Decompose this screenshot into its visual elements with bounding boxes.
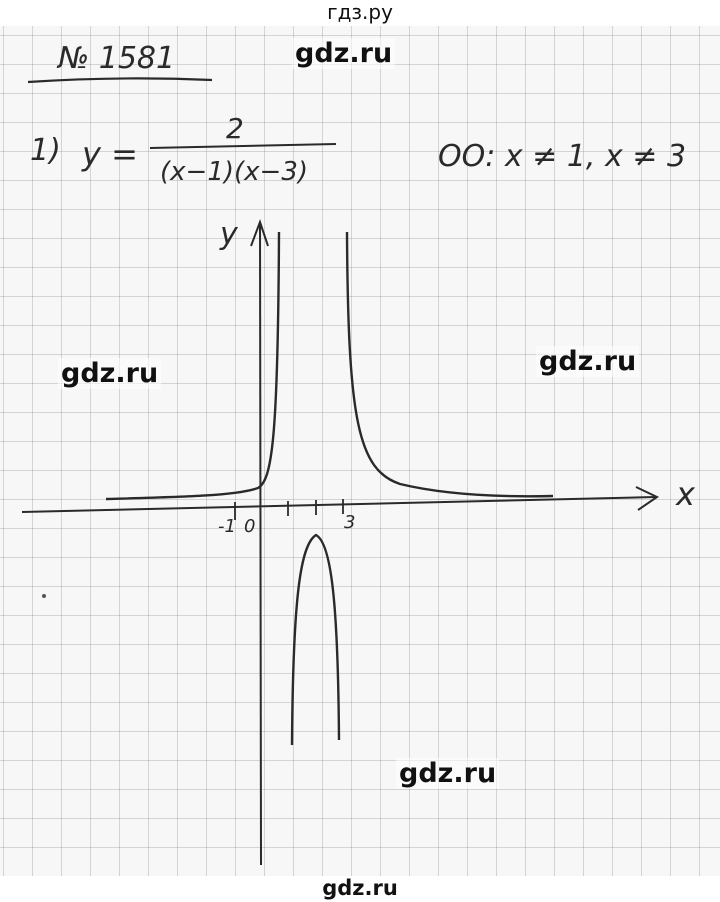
watermark-top: gdz.ru — [292, 38, 396, 69]
function-graph — [105, 231, 554, 746]
middle-branch — [290, 533, 341, 746]
watermark-right: gdz.ru — [536, 346, 640, 377]
ink-dot — [42, 594, 46, 598]
y-axis-label: y — [219, 217, 239, 252]
problem-number: № 1581 — [56, 41, 175, 76]
coordinate-axes — [21, 219, 659, 866]
y-axis — [259, 223, 262, 866]
item-label: 1) — [30, 133, 61, 168]
left-branch — [105, 231, 281, 501]
x-axis-label: x — [675, 475, 696, 513]
tick-label-three: 3 — [344, 512, 355, 533]
watermark-left: gdz.ru — [58, 358, 162, 389]
function-lhs: y = — [81, 135, 138, 173]
x-axis-arrow — [635, 486, 659, 511]
site-header: гдз.ру — [0, 0, 720, 26]
x-axis — [21, 496, 657, 513]
tick-label-minus-one: -1 — [218, 516, 236, 537]
right-branch — [345, 231, 554, 498]
site-footer-link[interactable]: gdz.ru — [0, 876, 720, 902]
watermark-bottom: gdz.ru — [396, 758, 500, 789]
fraction-denominator: (x−1)(x−3) — [160, 157, 308, 187]
number-underline — [27, 77, 213, 84]
fraction-numerator: 2 — [226, 112, 244, 145]
y-axis-arrow — [250, 219, 269, 247]
domain-note: ОО: x ≠ 1, x ≠ 3 — [438, 139, 686, 174]
fraction-bar — [149, 143, 337, 149]
tick-label-zero: 0 — [244, 516, 255, 537]
axis-ticks — [234, 499, 344, 520]
